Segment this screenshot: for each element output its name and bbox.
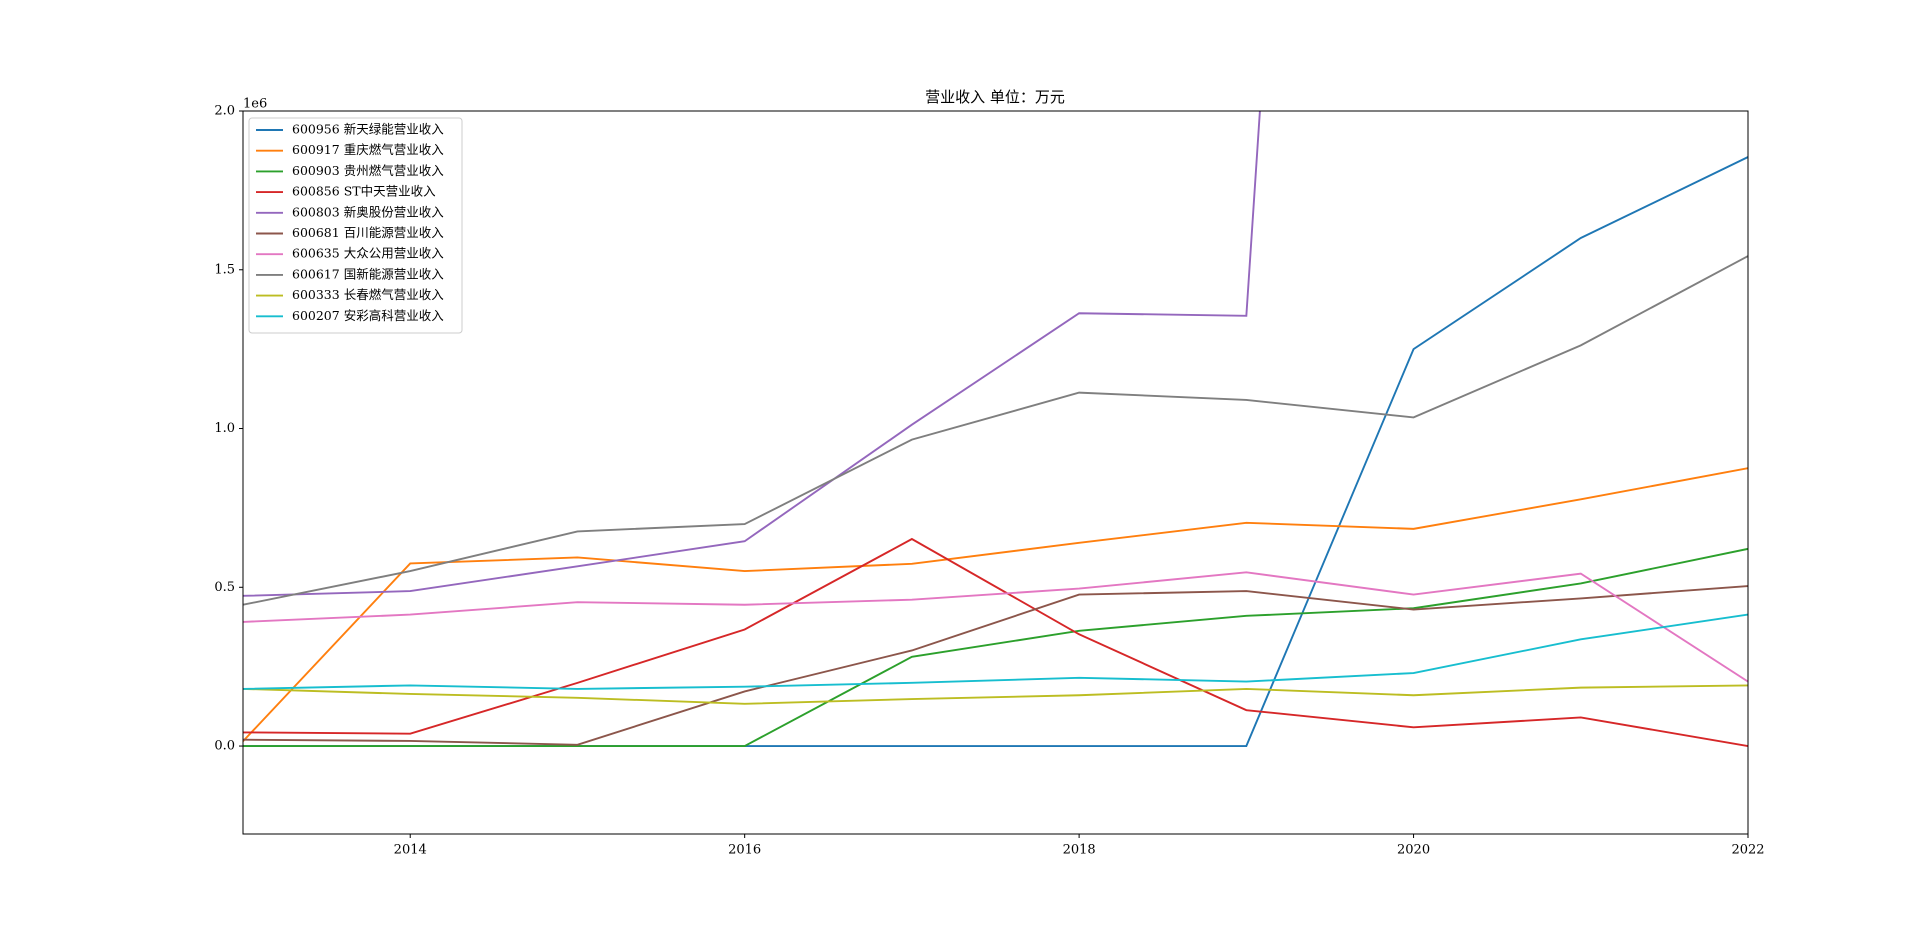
legend-label: 600803 新奥股份营业收入: [292, 204, 444, 219]
line-series: [243, 537, 1748, 747]
line-series: [243, 111, 1261, 597]
legend-label: 600617 国新能源营业收入: [292, 266, 444, 281]
x-tick-label: 2022: [1731, 843, 1764, 858]
legend-label: 600856 ST中天营业收入: [292, 184, 436, 199]
x-tick-label: 2016: [728, 843, 761, 858]
legend-label: 600681 百川能源营业收入: [292, 225, 444, 240]
legend-label: 600333 长春燃气营业收入: [292, 287, 444, 302]
line-series: [243, 585, 1748, 746]
line-series: [243, 547, 1748, 747]
legend-box: [248, 117, 463, 334]
line-series: [243, 613, 1748, 690]
legend-label: 600956 新天绿能营业收入: [292, 122, 444, 137]
plot-lines: [243, 111, 1748, 747]
y-offset-label: 1e6: [243, 97, 267, 112]
x-tick-label: 2020: [1397, 843, 1430, 858]
y-tick-label: 0.0: [214, 739, 235, 754]
line-series: [243, 156, 1748, 747]
chart-title: 营业收入 单位：万元: [925, 88, 1065, 106]
line-series: [243, 571, 1748, 683]
y-tick-label: 1.5: [214, 262, 235, 277]
line-series: [243, 684, 1748, 705]
line-series: [243, 255, 1748, 606]
legend: 600956 新天绿能营业收入 600917 重庆燃气营业收入 600903 贵州燃…: [248, 117, 463, 334]
x-tick-label: 2018: [1063, 843, 1096, 858]
y-tick-label: 0.5: [214, 580, 235, 595]
y-tick-label: 2.0: [214, 104, 235, 119]
line-series: [243, 467, 1748, 742]
legend-label: 600635 大众公用营业收入: [292, 246, 444, 261]
legend-label: 600207 安彩高科营业收入: [292, 308, 444, 323]
y-tick-label: 1.0: [214, 421, 235, 436]
legend-label: 600917 重庆燃气营业收入: [292, 142, 444, 157]
x-tick-label: 2014: [394, 843, 427, 858]
plot-frame: [242, 110, 1749, 835]
legend-label: 600903 贵州燃气营业收入: [292, 163, 444, 178]
